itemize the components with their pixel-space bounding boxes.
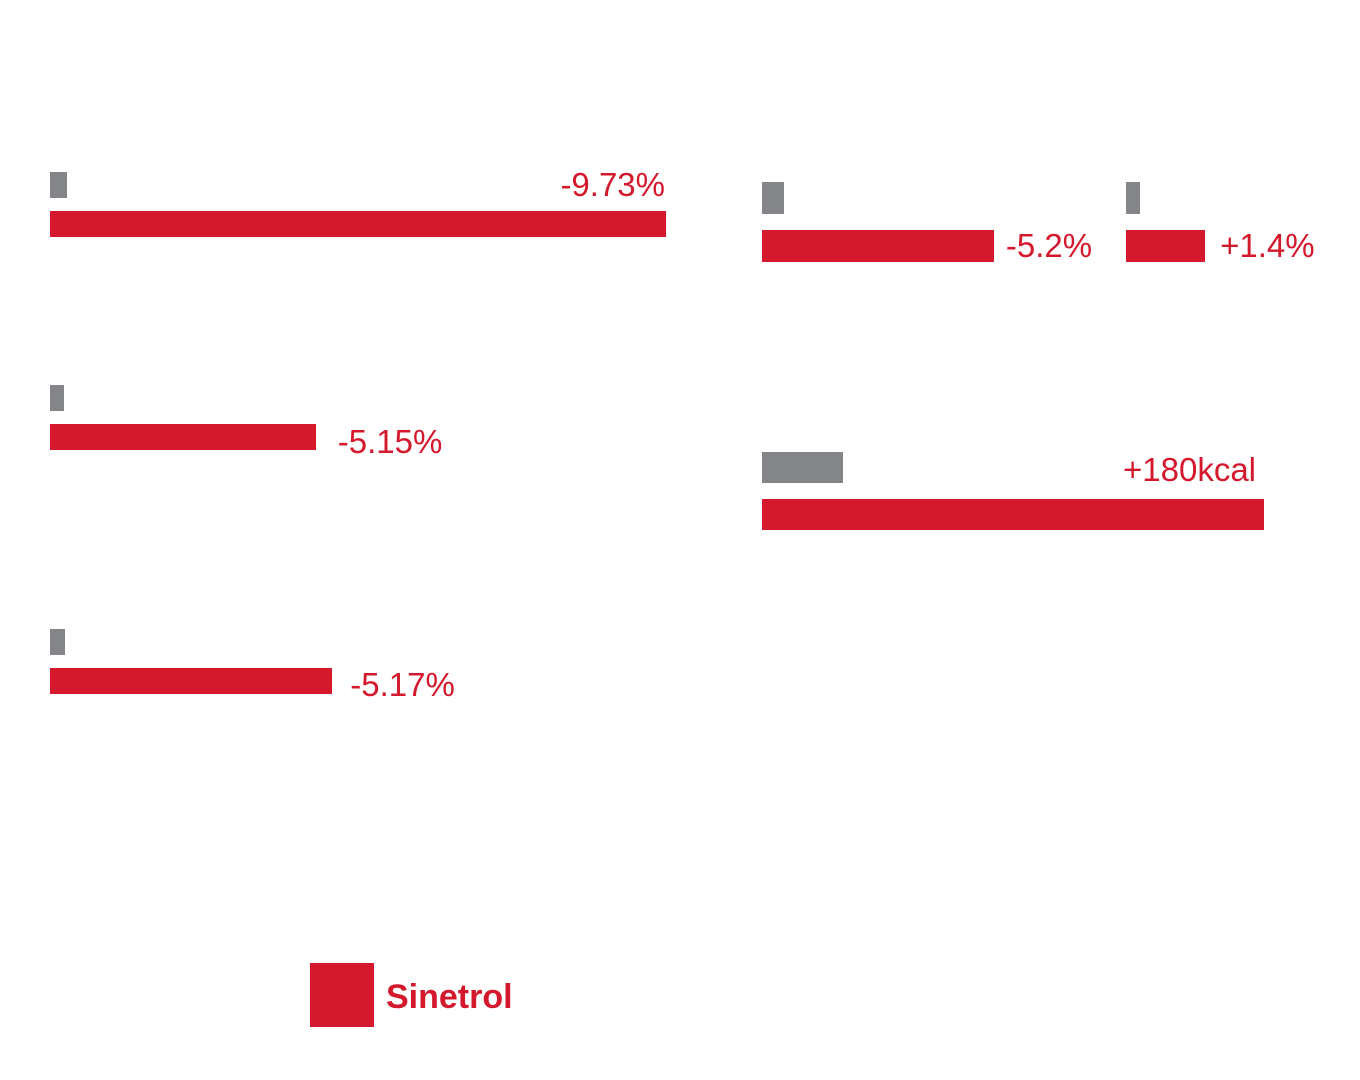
chart-4-value-label: -5.2% (1005, 227, 1093, 264)
chart-5-value-label: +1.4% (1220, 227, 1315, 264)
legend-label-sinetrol: Sinetrol (386, 978, 513, 1016)
chart-1-value-label: -9.73% (560, 166, 665, 203)
chart-6-value-label: +180kcal (1122, 451, 1256, 488)
chart-6-sinetrol-bar (762, 499, 1265, 530)
chart-3-placebo-bar (50, 629, 65, 655)
chart-6-placebo-bar (762, 452, 843, 483)
chart-4-sinetrol-bar (762, 230, 994, 262)
chart-1-sinetrol-bar (50, 211, 666, 237)
chart-5-placebo-bar (1126, 182, 1141, 214)
chart-4-placebo-bar (762, 182, 785, 214)
chart-3-sinetrol-bar (50, 668, 333, 694)
chart-2-sinetrol-bar (50, 424, 316, 450)
chart-2-placebo-bar (50, 385, 64, 411)
legend-swatch-sinetrol (310, 963, 374, 1027)
chart-2-value-label: -5.15% (337, 423, 443, 460)
chart-5-sinetrol-bar (1126, 230, 1206, 262)
chart-3-value-label: -5.17% (350, 666, 455, 703)
chart-1-placebo-bar (50, 172, 68, 198)
